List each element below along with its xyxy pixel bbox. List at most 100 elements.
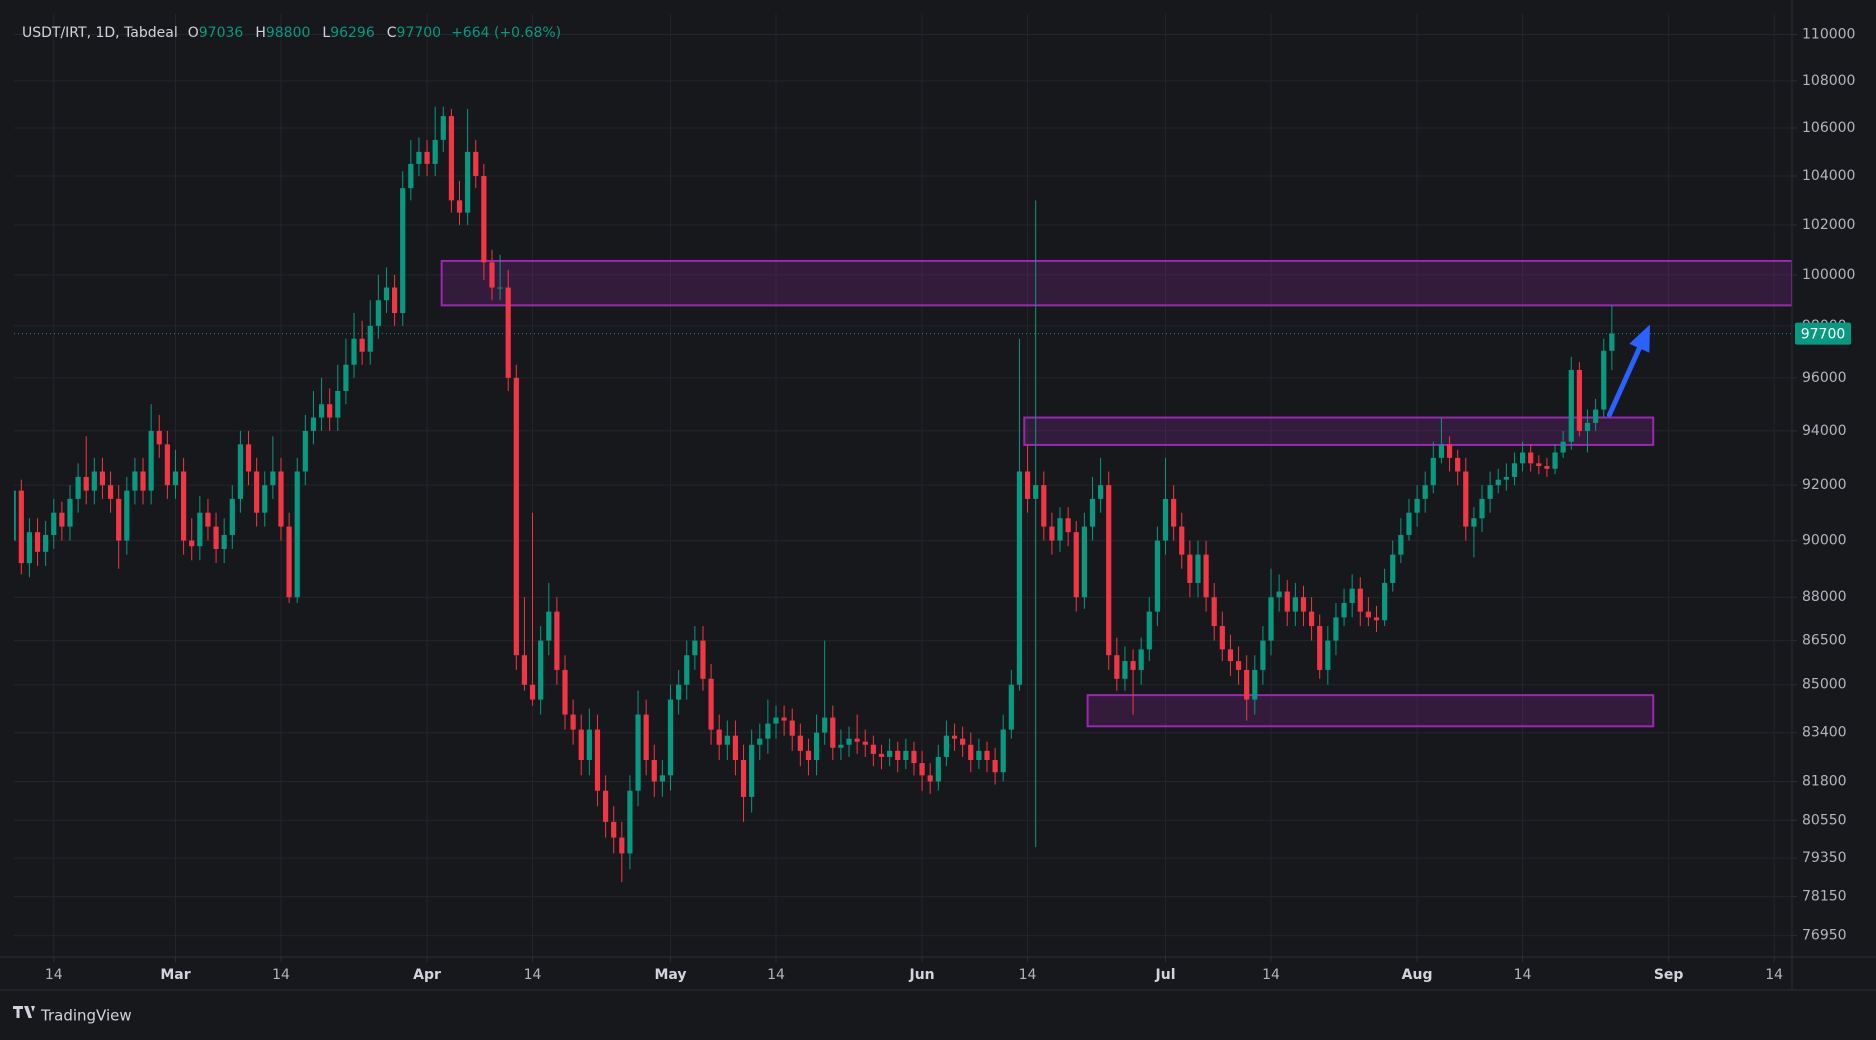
candle-body [465, 151, 471, 213]
candle-body [813, 732, 820, 760]
candle-body [789, 720, 795, 736]
candle-body [1560, 441, 1566, 453]
candle-body [1252, 669, 1258, 700]
y-tick-label: 102000 [1802, 217, 1855, 233]
candle-body [1065, 518, 1071, 533]
candle-body [870, 744, 876, 754]
candle-body [1179, 526, 1185, 555]
candle-body [367, 325, 373, 352]
candle-body [375, 300, 381, 326]
candle-body [1098, 485, 1104, 499]
candle-body [107, 485, 114, 499]
y-tick-label: 92000 [1802, 477, 1847, 493]
candle-body [1544, 466, 1550, 469]
y-tick-label: 90000 [1802, 533, 1847, 549]
candle-body [602, 790, 609, 822]
candle-body [481, 175, 487, 263]
candle-body [1089, 498, 1096, 527]
candle-body [1106, 485, 1112, 656]
candle-body [270, 471, 276, 486]
y-tick-label: 78150 [1802, 889, 1847, 905]
candle-body [773, 717, 779, 724]
candle-body [1471, 518, 1477, 527]
axes: 76950 78150 79350 80550 81800 83400 85000 86500… [45, 27, 1856, 983]
candle-body [14, 490, 16, 541]
candle-body [968, 744, 974, 760]
candle-body [1536, 463, 1542, 467]
y-tick-label: 83400 [1802, 725, 1847, 741]
candle-body [140, 471, 146, 491]
y-tick-label: 86500 [1802, 633, 1847, 649]
candle-body [805, 750, 812, 760]
candle-body [960, 738, 966, 745]
candle-body [676, 684, 682, 700]
candle-body [278, 471, 284, 527]
candle-body [448, 116, 454, 201]
candle-body [627, 790, 633, 854]
candle-body [1057, 518, 1063, 541]
y-tick-label: 94000 [1802, 423, 1847, 439]
candle-body [1446, 444, 1453, 458]
candle-body [1609, 333, 1615, 351]
candle-body [878, 753, 885, 757]
candle-body [521, 655, 528, 685]
candle-body [286, 526, 292, 598]
y-tick-label: 106000 [1802, 120, 1855, 136]
x-tick-label: Jul [1155, 967, 1176, 983]
ohlc-key: L [322, 25, 330, 41]
candle-body [984, 750, 990, 760]
candle-body [667, 699, 674, 776]
arrow-head [1629, 324, 1650, 353]
candle-body [862, 741, 868, 745]
candle-body [400, 188, 406, 314]
candle-body [1292, 597, 1298, 612]
candle-body [1438, 444, 1445, 458]
candle-body [1308, 611, 1315, 627]
candle-body [935, 756, 941, 782]
candle-body [919, 763, 925, 776]
candle-body [197, 512, 203, 547]
candle-body [927, 775, 933, 782]
candle-body [1317, 626, 1323, 670]
last-price-box [1795, 322, 1851, 345]
x-tick-label: 14 [1262, 967, 1280, 983]
candle-body [1203, 554, 1209, 598]
candle-body [302, 430, 308, 472]
x-tick-label: 14 [1514, 967, 1532, 983]
candle-body [1276, 591, 1282, 598]
candle-body [456, 200, 463, 213]
candle-body [497, 287, 503, 289]
candle-body [189, 540, 195, 547]
candle-body [546, 611, 552, 641]
candle-body [1146, 611, 1152, 650]
candle-body [327, 404, 333, 418]
candle-body [1041, 485, 1047, 527]
candle-body [424, 151, 430, 164]
y-tick-label: 96000 [1802, 370, 1847, 386]
ohlc-value: 97700 [397, 25, 442, 41]
candle-body [432, 139, 438, 164]
candle-body [229, 498, 235, 535]
candle-body [213, 526, 219, 549]
x-tick-label: 14 [45, 967, 63, 983]
candle-body [1284, 591, 1290, 612]
candle-body [75, 476, 81, 499]
candle-body [59, 512, 65, 527]
candle-body [895, 750, 901, 760]
candle-body [749, 744, 755, 797]
logo: TradingView [13, 1006, 132, 1025]
candle-body [148, 430, 154, 491]
y-tick-label: 88000 [1802, 589, 1847, 605]
candle-body [1398, 534, 1404, 555]
candle-body [1154, 540, 1161, 612]
candle-body [1138, 649, 1144, 670]
x-tick-label: 14 [1019, 967, 1037, 983]
candle-body [659, 775, 665, 782]
candle-body [181, 471, 187, 541]
candle-body [700, 640, 706, 679]
candle-body [951, 735, 958, 739]
candle-body [943, 735, 950, 757]
candle-body [1552, 452, 1558, 469]
